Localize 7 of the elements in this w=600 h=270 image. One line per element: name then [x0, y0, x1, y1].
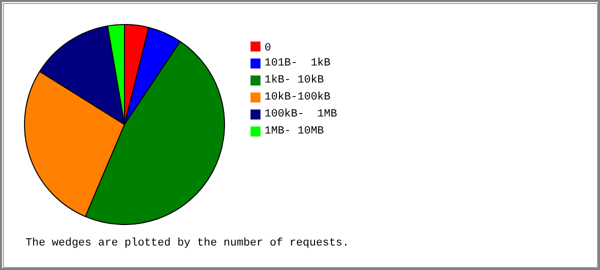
- legend-label: 101B- 1kB: [264, 58, 331, 70]
- legend-label: 100kB- 1MB: [264, 108, 338, 120]
- legend-label: 0: [264, 42, 272, 54]
- text: The wedges are plotted by the number of requests.: [26, 238, 349, 250]
- legend-label: 10kB-100kB: [264, 92, 331, 104]
- legend-label: 1MB- 10MB: [264, 126, 324, 138]
- legend-label: 1kB- 10kB: [264, 74, 324, 86]
